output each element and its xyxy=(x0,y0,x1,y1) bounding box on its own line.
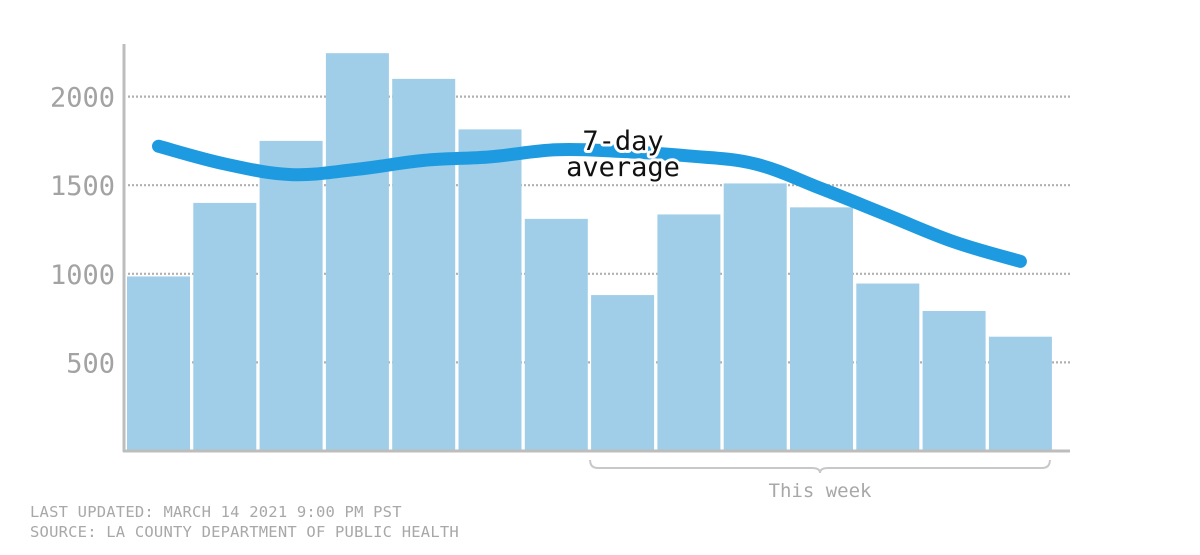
y-tick-labels: 500 1000 1500 2000 xyxy=(50,83,115,380)
bar-3 xyxy=(259,140,323,451)
y-tick-label-1000: 1000 xyxy=(50,260,115,291)
y-tick-label-500: 500 xyxy=(66,348,115,379)
bar-8 xyxy=(591,295,655,451)
bar-13 xyxy=(922,311,986,451)
last-updated-note: LAST UPDATED: MARCH 14 2021 9:00 PM PST xyxy=(30,503,402,521)
this-week-label: This week xyxy=(769,480,873,502)
rolling-average-label-line2: average xyxy=(566,152,680,183)
bar-2 xyxy=(193,202,257,451)
this-week-brace xyxy=(589,459,1051,474)
bar-10 xyxy=(723,183,787,452)
bar-14 xyxy=(988,336,1052,451)
rolling-average-line xyxy=(152,139,1027,268)
bar-12 xyxy=(856,283,920,451)
bar-5 xyxy=(392,78,456,451)
bar-6 xyxy=(458,129,522,451)
y-tick-label-1500: 1500 xyxy=(50,171,115,202)
y-tick-label-2000: 2000 xyxy=(50,83,115,114)
source-note: SOURCE: LA COUNTY DEPARTMENT OF PUBLIC H… xyxy=(30,523,459,541)
rolling-average-label-line1: 7-day xyxy=(582,126,663,157)
bar-4 xyxy=(325,53,389,451)
bars xyxy=(127,53,1052,452)
bar-11 xyxy=(790,207,853,451)
bar-7 xyxy=(524,218,588,451)
bar-1 xyxy=(127,276,190,451)
bar-9 xyxy=(657,214,721,451)
axes xyxy=(122,44,1070,453)
